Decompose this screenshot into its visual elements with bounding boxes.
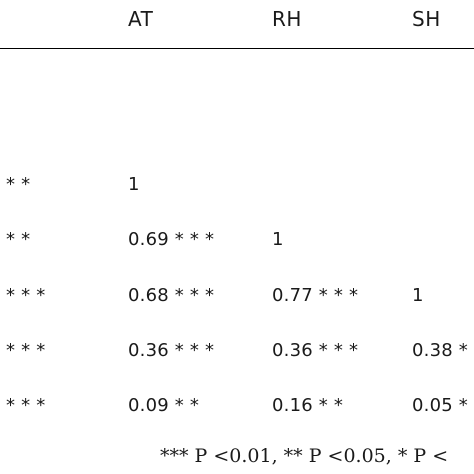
cell-r3-c1: 0.68 * * * bbox=[128, 285, 215, 306]
cell-r3-c0: * * * bbox=[6, 285, 46, 306]
cell-r4-c2: 0.36 * * * bbox=[272, 340, 359, 361]
cell-r3-c3: 1 bbox=[412, 285, 424, 306]
cell-r4-c1: 0.36 * * * bbox=[128, 340, 215, 361]
cell-r2-c1: 0.69 * * * bbox=[128, 229, 215, 250]
cell-r2-c2: 1 bbox=[272, 229, 284, 250]
cell-r5-c3: 0.05 * bbox=[412, 395, 468, 416]
significance-footnote: *** P <0.01, ** P <0.05, * P < bbox=[160, 445, 449, 467]
header-sh: SH bbox=[412, 7, 441, 31]
cell-r4-c0: * * * bbox=[6, 340, 46, 361]
cell-r5-c2: 0.16 * * bbox=[272, 395, 344, 416]
cell-r1-c1: 1 bbox=[128, 174, 140, 195]
header-rh: RH bbox=[272, 7, 302, 31]
header-at: AT bbox=[128, 7, 154, 31]
cell-r4-c3: 0.38 * bbox=[412, 340, 468, 361]
cell-r5-c1: 0.09 * * bbox=[128, 395, 200, 416]
header-rule bbox=[0, 48, 474, 49]
cell-r2-c0: * * bbox=[6, 229, 31, 250]
cell-r1-c0: * * bbox=[6, 174, 31, 195]
cell-r3-c2: 0.77 * * * bbox=[272, 285, 359, 306]
cell-r5-c0: * * * bbox=[6, 395, 46, 416]
